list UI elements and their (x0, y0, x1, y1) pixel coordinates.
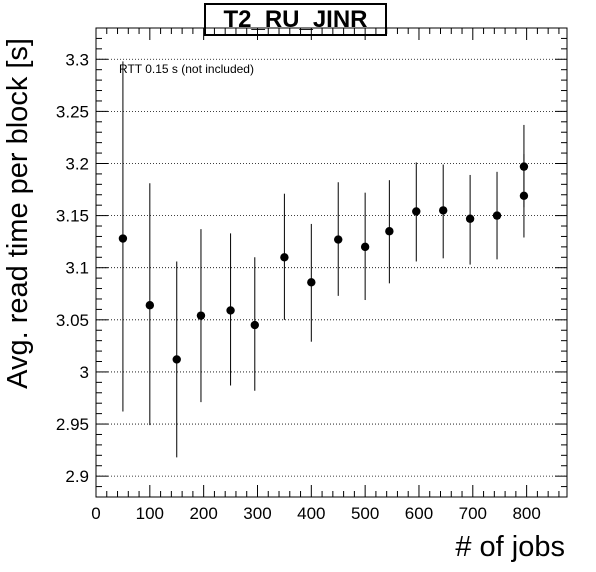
x-axis-title: # of jobs (455, 531, 565, 563)
x-tick-label: 800 (512, 504, 540, 523)
data-point (465, 214, 475, 223)
data-point (438, 206, 448, 215)
x-tick-label: 200 (189, 504, 217, 523)
data-point (280, 253, 289, 262)
y-tick-label: 3.25 (56, 102, 89, 121)
data-point (145, 301, 155, 310)
y-tick-label: 3.05 (56, 311, 89, 330)
x-tick-label: 400 (297, 504, 325, 523)
data-point (519, 162, 529, 171)
y-tick-labels: 2.9 2.95 3 3.05 3.1 3.15 3.2 3.25 3.3 (56, 50, 89, 486)
data-point (118, 234, 128, 243)
rtt-annotation: RTT 0.15 s (not included) (119, 62, 254, 76)
grid-lines (96, 58, 567, 477)
data-point (196, 311, 206, 320)
data-point (172, 355, 181, 364)
data-point (334, 235, 343, 244)
axis-ticks (95, 27, 567, 498)
y-tick-label: 3.1 (65, 259, 89, 278)
data-points (118, 162, 529, 364)
y-tick-label: 3.2 (65, 154, 89, 173)
x-tick-label: 700 (459, 504, 487, 523)
error-bars (122, 61, 525, 458)
plot-frame (95, 27, 568, 498)
data-point (385, 227, 394, 236)
x-tick-label: 600 (405, 504, 433, 523)
y-tick-label: 3 (80, 363, 89, 382)
x-tick-label: 500 (351, 504, 379, 523)
y-axis-title: Avg. read time per block [s] (2, 38, 34, 389)
y-tick-label: 2.9 (65, 467, 89, 486)
x-tick-label: 300 (243, 504, 271, 523)
data-point (492, 211, 502, 220)
data-point (307, 278, 316, 287)
y-tick-label: 2.95 (56, 415, 89, 434)
x-tick-labels: 0 100 200 300 400 500 600 700 800 (91, 504, 541, 523)
x-tick-label: 100 (136, 504, 164, 523)
data-point (519, 191, 529, 200)
y-tick-label: 3.3 (65, 50, 89, 69)
data-point (412, 207, 421, 216)
data-point (360, 242, 370, 252)
y-tick-label: 3.15 (56, 207, 89, 226)
x-tick-label: 0 (91, 504, 100, 523)
data-point (250, 320, 259, 330)
data-point (226, 306, 235, 315)
